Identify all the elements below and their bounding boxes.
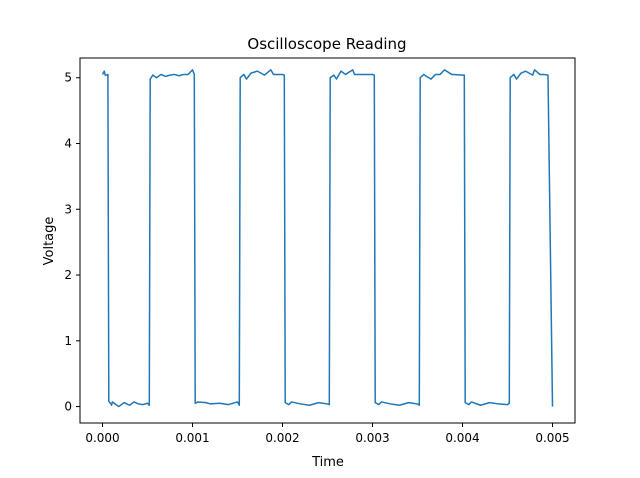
y-axis-label: Voltage [42,217,57,266]
x-axis-ticks: 0.000 0.001 0.002 0.003 0.004 0.005 [85,423,570,445]
axes-frame [79,57,576,424]
x-tick-label: 0.000 [85,431,119,445]
y-axis-ticks: 0 1 2 3 4 5 [64,71,80,414]
y-tick-label: 0 [64,400,72,414]
x-tick-label: 0.001 [175,431,209,445]
voltage-series-line [101,69,554,408]
x-tick-label: 0.002 [265,431,299,445]
y-tick-label: 2 [64,268,72,282]
y-tick-label: 5 [64,71,72,85]
x-tick-label: 0.004 [445,431,479,445]
x-axis-label: Time [311,455,344,470]
plot-area [101,69,554,408]
chart-title: Oscilloscope Reading [247,35,406,53]
x-tick-label: 0.003 [355,431,389,445]
x-tick-label: 0.005 [535,431,569,445]
y-tick-label: 1 [64,334,72,348]
y-tick-label: 3 [64,202,72,216]
y-tick-label: 4 [64,136,72,150]
